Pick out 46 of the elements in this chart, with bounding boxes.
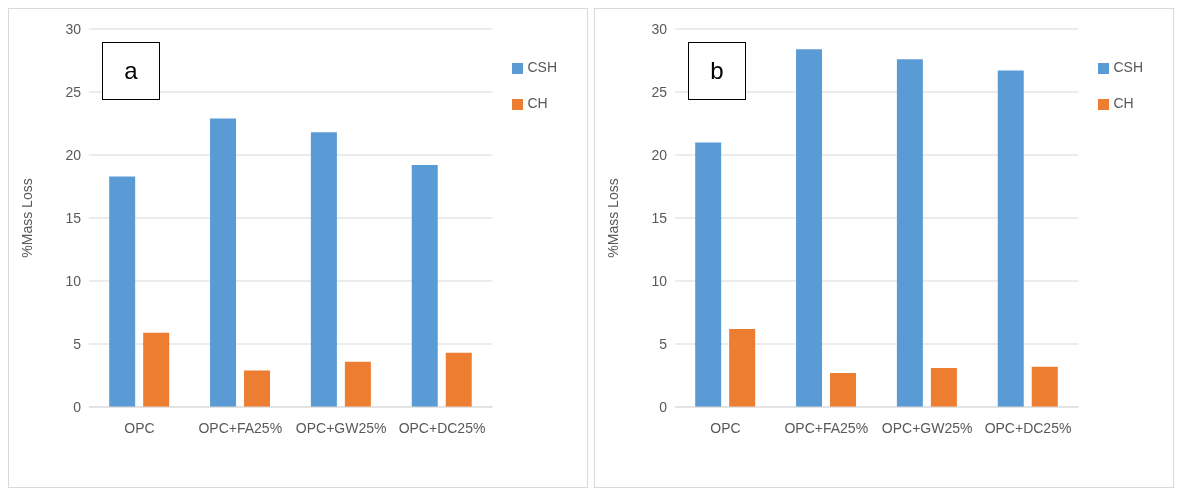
bar xyxy=(310,132,337,407)
y-tick-label: 0 xyxy=(659,398,668,415)
x-tick-label: OPC+FA25% xyxy=(784,419,869,436)
bar xyxy=(210,118,237,407)
annotation: b xyxy=(688,42,746,100)
y-tick-label: 20 xyxy=(651,146,668,163)
x-tick-label: OPC+GW25% xyxy=(881,419,973,436)
x-tick-label: OPC+DC25% xyxy=(984,419,1072,436)
y-tick-label: 10 xyxy=(65,272,82,289)
y-axis-title: %Mass Loss xyxy=(18,178,35,258)
annotation: a xyxy=(102,42,160,100)
bar xyxy=(997,70,1024,407)
bar xyxy=(930,367,957,407)
bar xyxy=(109,176,136,407)
bar xyxy=(896,59,923,407)
x-tick-label: OPC xyxy=(710,419,741,436)
y-tick-label: 25 xyxy=(651,83,668,100)
legend-label: CH xyxy=(1113,95,1134,111)
bar xyxy=(729,328,756,407)
y-tick-label: 30 xyxy=(651,20,668,37)
y-tick-label: 5 xyxy=(659,335,668,352)
legend-label: CH xyxy=(527,95,548,111)
bar xyxy=(411,165,438,407)
bar xyxy=(244,370,271,407)
y-tick-label: 10 xyxy=(651,272,668,289)
x-tick-label: OPC xyxy=(124,419,155,436)
bar xyxy=(445,352,472,407)
legend-label: CSH xyxy=(1113,59,1143,75)
bar xyxy=(344,361,371,407)
y-tick-label: 25 xyxy=(65,83,82,100)
bar xyxy=(143,332,170,407)
bar xyxy=(1031,366,1058,407)
y-tick-label: 15 xyxy=(651,209,668,226)
y-axis-title: %Mass Loss xyxy=(604,178,621,258)
bar xyxy=(796,49,823,407)
legend-label: CSH xyxy=(527,59,557,75)
y-tick-label: 5 xyxy=(73,335,82,352)
y-tick-label: 0 xyxy=(73,398,82,415)
x-tick-label: OPC+FA25% xyxy=(198,419,283,436)
y-tick-label: 20 xyxy=(65,146,82,163)
x-tick-label: OPC+DC25% xyxy=(398,419,486,436)
bar xyxy=(695,142,722,407)
y-tick-label: 30 xyxy=(65,20,82,37)
y-tick-label: 15 xyxy=(65,209,82,226)
x-tick-label: OPC+GW25% xyxy=(295,419,387,436)
bar xyxy=(830,372,857,407)
